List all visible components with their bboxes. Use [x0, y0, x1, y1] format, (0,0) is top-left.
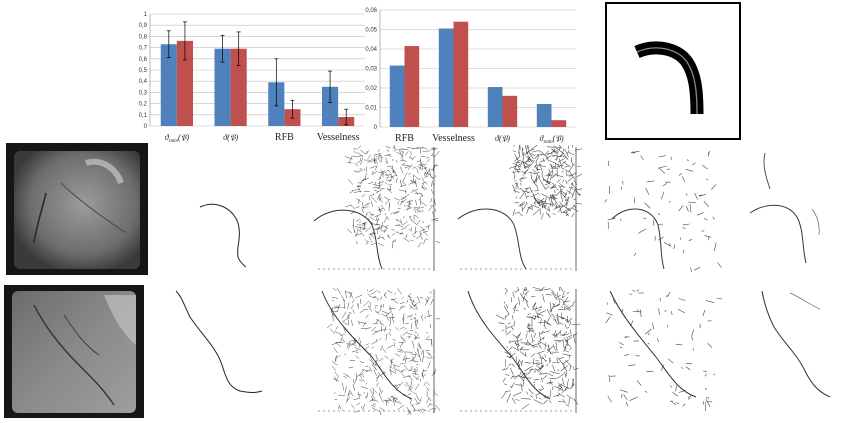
- vessel-curve: [609, 290, 697, 398]
- chart1-x-label-3: Vesselness: [317, 132, 360, 143]
- chart2-y-tick-5: 0,05: [365, 28, 377, 34]
- vessel-curve: [457, 208, 527, 270]
- chart1-x-label-0: ϑτmin(𝔓): [165, 133, 190, 144]
- theta-result-2: [602, 287, 723, 415]
- vesselness-result-1: [454, 139, 587, 273]
- chart1-y-tick-0: 0: [144, 124, 148, 130]
- chart1-y-tick-8: 0,8: [139, 34, 148, 40]
- chart1-y-tick-4: 0,4: [139, 79, 148, 85]
- chart2-y-tick-2: 0,02: [365, 86, 377, 92]
- chart1-y-tick-1: 0,1: [139, 113, 148, 119]
- chart2-bar-s0-c3: [536, 103, 552, 127]
- angiogram-image-2: [4, 285, 144, 418]
- vessel-shape-figure: [634, 41, 704, 115]
- vessel-curve: [611, 208, 665, 270]
- chart1-x-label-2: RFB: [275, 132, 294, 143]
- chart1-y-tick-7: 0,7: [139, 46, 148, 52]
- chart2-bar-s1-c1: [453, 21, 469, 128]
- chart1-bar-s0-c1: [214, 48, 231, 126]
- chart1-bar-s1-c0: [176, 40, 193, 126]
- chart1-y-tick-5: 0,5: [139, 68, 148, 74]
- texture-strokes: [604, 150, 722, 273]
- texture-strokes: [344, 143, 442, 249]
- chart1-bar-s0-c0: [160, 44, 177, 126]
- chart1-y-tick-10: 1: [144, 12, 148, 18]
- chart2-y-tick-6: 0,06: [365, 8, 377, 14]
- chart2-x-label-0: RFB: [395, 133, 414, 144]
- chart1-y-tick-9: 0,9: [139, 23, 148, 29]
- chart2-y-tick-1: 0,01: [365, 106, 377, 112]
- vessel-curve: [467, 290, 551, 400]
- chart2-y-tick-3: 0,03: [365, 67, 377, 73]
- chart2-bar-s0-c2: [487, 87, 503, 127]
- chart2-bar-s1-c0: [404, 46, 420, 128]
- chart1-bar-s1-c1: [230, 48, 247, 126]
- chart2-bar-s0-c0: [389, 65, 405, 127]
- chart1-x-label-1: ϑ(𝔓): [223, 133, 238, 142]
- vessel-shape-panel: [605, 2, 741, 140]
- texture-strokes: [605, 289, 723, 412]
- segmentation-ground-truth-1: [160, 145, 290, 273]
- chart2-bar-s1-c2: [502, 95, 518, 127]
- vesselness-result-2: [454, 282, 582, 415]
- texture-strokes: [495, 282, 581, 410]
- rfb-result-1: [312, 143, 442, 273]
- chart1-y-tick-3: 0,3: [139, 90, 148, 96]
- chart2-bar-s0-c1: [438, 28, 454, 127]
- texture-strokes: [326, 287, 441, 417]
- rfb-result-2: [312, 287, 441, 417]
- chart1-y-tick-6: 0,6: [139, 57, 148, 63]
- chart2-x-label-3: ϑτmin(𝔓): [539, 134, 564, 145]
- texture-strokes: [509, 139, 587, 220]
- chart2-x-label-1: Vesselness: [432, 133, 475, 144]
- chart1-bar-s0-c3: [322, 86, 339, 126]
- chart1-y-tick-2: 0,2: [139, 102, 148, 108]
- theta-result-1: [602, 145, 722, 273]
- bar-chart-2: 0 0,01 0,02 0,03 0,04 0,05 0,06 RFB Vesselness ϑ(…: [365, 8, 576, 145]
- chart2-y-tick-0: 0: [374, 125, 378, 131]
- bar-chart-1: 0 0,1 0,2 0,3 0,4 0,5 0,6 0,7 0,8 0,9 1 ϑτmin(𝔓) ϑ(𝔓…: [139, 12, 365, 144]
- theta-tau-result-1: [740, 145, 840, 273]
- chart2-y-tick-4: 0,04: [365, 47, 377, 53]
- angiogram-image-1: [6, 143, 148, 275]
- theta-tau-result-2: [740, 287, 840, 415]
- segmentation-ground-truth-2: [160, 287, 290, 415]
- chart2-bar-s1-c3: [551, 120, 567, 127]
- chart2-x-label-2: ϑ(𝔓): [495, 134, 510, 143]
- vessel-curve: [313, 209, 383, 270]
